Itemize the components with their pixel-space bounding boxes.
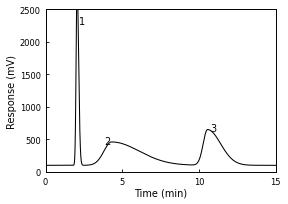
Text: 1: 1 [79, 17, 85, 27]
Text: 3: 3 [211, 123, 217, 133]
X-axis label: Time (min): Time (min) [134, 187, 187, 197]
Y-axis label: Response (mV): Response (mV) [7, 54, 17, 128]
Text: 2: 2 [105, 136, 111, 146]
